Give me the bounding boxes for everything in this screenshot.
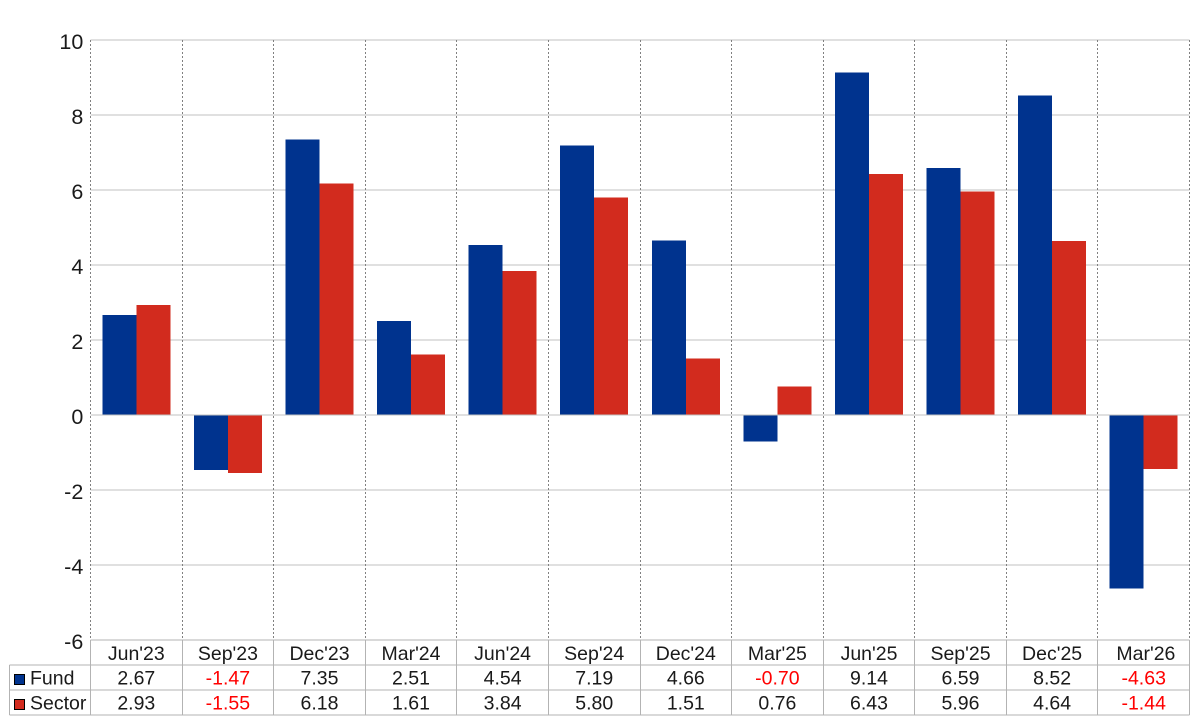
svg-text:4.66: 4.66	[667, 668, 705, 690]
svg-text:5.80: 5.80	[575, 693, 613, 715]
svg-text:Dec'25: Dec'25	[1022, 643, 1082, 665]
svg-text:1.51: 1.51	[667, 693, 705, 715]
svg-text:2.93: 2.93	[117, 693, 155, 715]
svg-text:6: 6	[71, 180, 83, 204]
svg-text:Dec'23: Dec'23	[289, 643, 349, 665]
svg-text:-6: -6	[64, 630, 83, 654]
svg-text:2: 2	[71, 330, 83, 354]
svg-text:3.84: 3.84	[484, 693, 522, 715]
svg-text:-1.55: -1.55	[206, 693, 251, 715]
svg-text:Mar'25: Mar'25	[748, 643, 807, 665]
svg-text:9.14: 9.14	[850, 668, 888, 690]
svg-text:Sep'23: Sep'23	[198, 643, 258, 665]
svg-text:10: 10	[59, 30, 83, 54]
svg-text:-0.70: -0.70	[755, 668, 800, 690]
svg-text:4: 4	[71, 255, 83, 279]
svg-text:Jun'23: Jun'23	[108, 643, 165, 665]
svg-text:Sep'25: Sep'25	[930, 643, 990, 665]
svg-text:Dec'24: Dec'24	[656, 643, 716, 665]
svg-text:8.52: 8.52	[1033, 668, 1071, 690]
svg-text:2.67: 2.67	[117, 668, 155, 690]
svg-text:0: 0	[71, 405, 83, 429]
svg-text:4.54: 4.54	[484, 668, 522, 690]
svg-text:8: 8	[71, 105, 83, 129]
svg-text:Sep'24: Sep'24	[564, 643, 624, 665]
svg-text:-4: -4	[64, 555, 83, 579]
svg-text:4.64: 4.64	[1033, 693, 1071, 715]
svg-text:-2: -2	[64, 480, 83, 504]
svg-text:Mar'24: Mar'24	[382, 643, 441, 665]
svg-text:7.19: 7.19	[575, 668, 613, 690]
svg-text:6.18: 6.18	[301, 693, 339, 715]
svg-text:2.51: 2.51	[392, 668, 430, 690]
svg-text:Fund: Fund	[30, 668, 74, 690]
svg-text:5.96: 5.96	[942, 693, 980, 715]
svg-text:7.35: 7.35	[301, 668, 339, 690]
svg-text:-4.63: -4.63	[1121, 668, 1165, 690]
svg-text:-1.47: -1.47	[206, 668, 250, 690]
svg-text:1.61: 1.61	[392, 693, 430, 715]
svg-text:6.43: 6.43	[850, 693, 888, 715]
svg-text:-1.44: -1.44	[1121, 693, 1166, 715]
svg-text:Sector: Sector	[30, 693, 87, 715]
svg-text:Mar'26: Mar'26	[1116, 643, 1175, 665]
svg-text:Jun'25: Jun'25	[841, 643, 898, 665]
svg-text:Jun'24: Jun'24	[474, 643, 531, 665]
svg-text:0.76: 0.76	[758, 693, 796, 715]
svg-text:6.59: 6.59	[942, 668, 980, 690]
